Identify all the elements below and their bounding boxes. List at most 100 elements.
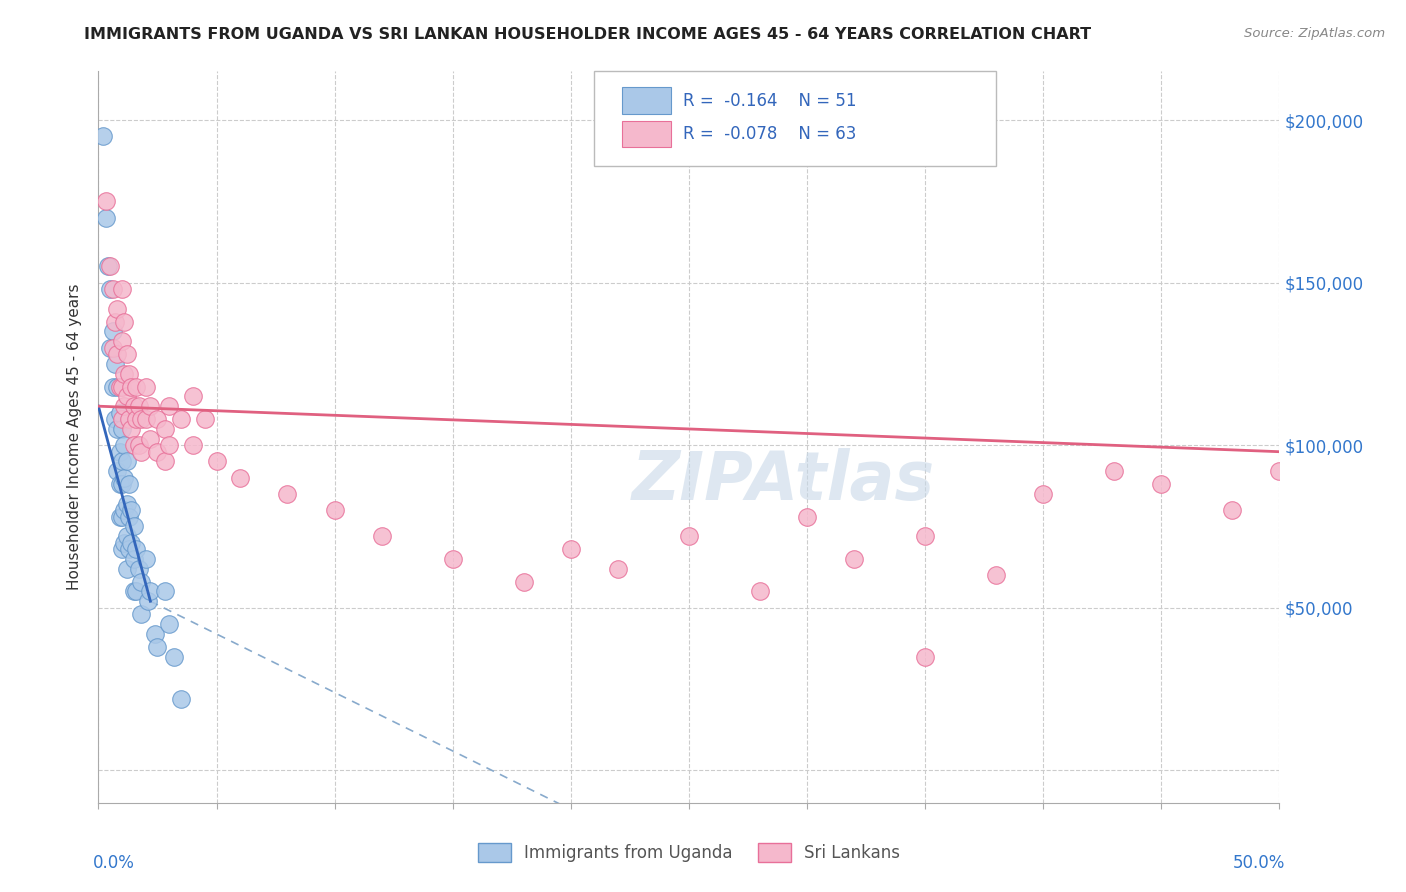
Point (1220, 503, 1243, 517)
Point (914, 529, 936, 543)
Point (139, 399, 162, 413)
Point (111, 334, 134, 348)
Point (118, 509, 141, 524)
Point (111, 477, 134, 491)
Point (136, 594, 159, 608)
Point (276, 487, 298, 501)
Point (104, 315, 127, 329)
Point (170, 412, 193, 426)
Point (129, 444, 152, 458)
Point (125, 542, 148, 557)
Point (135, 412, 157, 426)
Point (121, 380, 143, 394)
Point (91, 129, 114, 144)
FancyBboxPatch shape (595, 71, 995, 167)
Point (678, 529, 700, 543)
Y-axis label: Householder Income Ages 45 - 64 years: Householder Income Ages 45 - 64 years (67, 284, 83, 591)
Point (844, 552, 866, 566)
Point (914, 649, 936, 664)
Point (112, 367, 135, 381)
Point (118, 477, 141, 491)
Point (135, 552, 157, 566)
Point (170, 691, 193, 706)
Point (112, 399, 135, 413)
Point (181, 389, 204, 403)
Point (146, 640, 169, 654)
Point (121, 503, 143, 517)
Point (118, 367, 141, 381)
Text: R =  -0.164    N = 51: R = -0.164 N = 51 (683, 92, 856, 110)
Point (97, 260, 120, 274)
Point (560, 542, 582, 557)
Bar (621, 87, 671, 114)
Point (115, 529, 138, 543)
Text: Source: ZipAtlas.com: Source: ZipAtlas.com (1244, 27, 1385, 40)
Point (135, 380, 157, 394)
Point (111, 412, 134, 426)
Point (371, 529, 394, 543)
Point (146, 412, 169, 426)
Point (111, 509, 134, 524)
Point (115, 562, 138, 576)
Point (101, 380, 124, 394)
Point (115, 347, 138, 361)
Point (98, 341, 121, 355)
Point (118, 412, 141, 426)
Point (129, 412, 152, 426)
Point (157, 399, 180, 413)
Point (104, 357, 127, 371)
Point (143, 626, 166, 640)
Point (157, 438, 180, 452)
Point (153, 584, 176, 599)
Text: 50.0%: 50.0% (1233, 854, 1285, 872)
Point (115, 454, 138, 468)
Point (98, 260, 121, 274)
Point (157, 617, 180, 632)
Point (748, 584, 770, 599)
Point (607, 562, 630, 576)
Point (101, 341, 124, 355)
Point (128, 399, 150, 413)
Point (512, 574, 534, 589)
Point (101, 282, 124, 296)
Point (112, 535, 135, 549)
Point (205, 454, 228, 468)
Point (229, 471, 252, 485)
Point (129, 607, 152, 622)
Point (105, 422, 128, 436)
Point (105, 380, 128, 394)
Point (128, 438, 150, 452)
Point (128, 562, 150, 576)
Point (112, 438, 135, 452)
Text: IMMIGRANTS FROM UGANDA VS SRI LANKAN HOUSEHOLDER INCOME AGES 45 - 64 YEARS CORRE: IMMIGRANTS FROM UGANDA VS SRI LANKAN HOU… (84, 27, 1091, 42)
Point (121, 535, 143, 549)
Point (125, 380, 148, 394)
Point (112, 503, 135, 517)
Point (139, 584, 162, 599)
Bar (621, 121, 671, 147)
Point (108, 444, 131, 458)
Point (94, 211, 117, 225)
Point (111, 454, 134, 468)
Point (108, 509, 131, 524)
Legend: Immigrants from Uganda, Sri Lankans: Immigrants from Uganda, Sri Lankans (471, 836, 907, 869)
Point (153, 454, 176, 468)
Point (796, 509, 818, 524)
Point (984, 568, 1007, 582)
Point (194, 412, 217, 426)
Point (441, 552, 464, 566)
Point (108, 477, 131, 491)
Point (125, 412, 148, 426)
Point (101, 325, 124, 339)
Point (112, 315, 135, 329)
Point (105, 347, 128, 361)
Point (105, 301, 128, 316)
Point (105, 464, 128, 478)
Point (94, 194, 117, 209)
Text: R =  -0.078    N = 63: R = -0.078 N = 63 (683, 125, 856, 144)
Point (115, 389, 138, 403)
Point (146, 444, 169, 458)
Point (118, 542, 141, 557)
Point (111, 282, 134, 296)
Point (129, 574, 152, 589)
